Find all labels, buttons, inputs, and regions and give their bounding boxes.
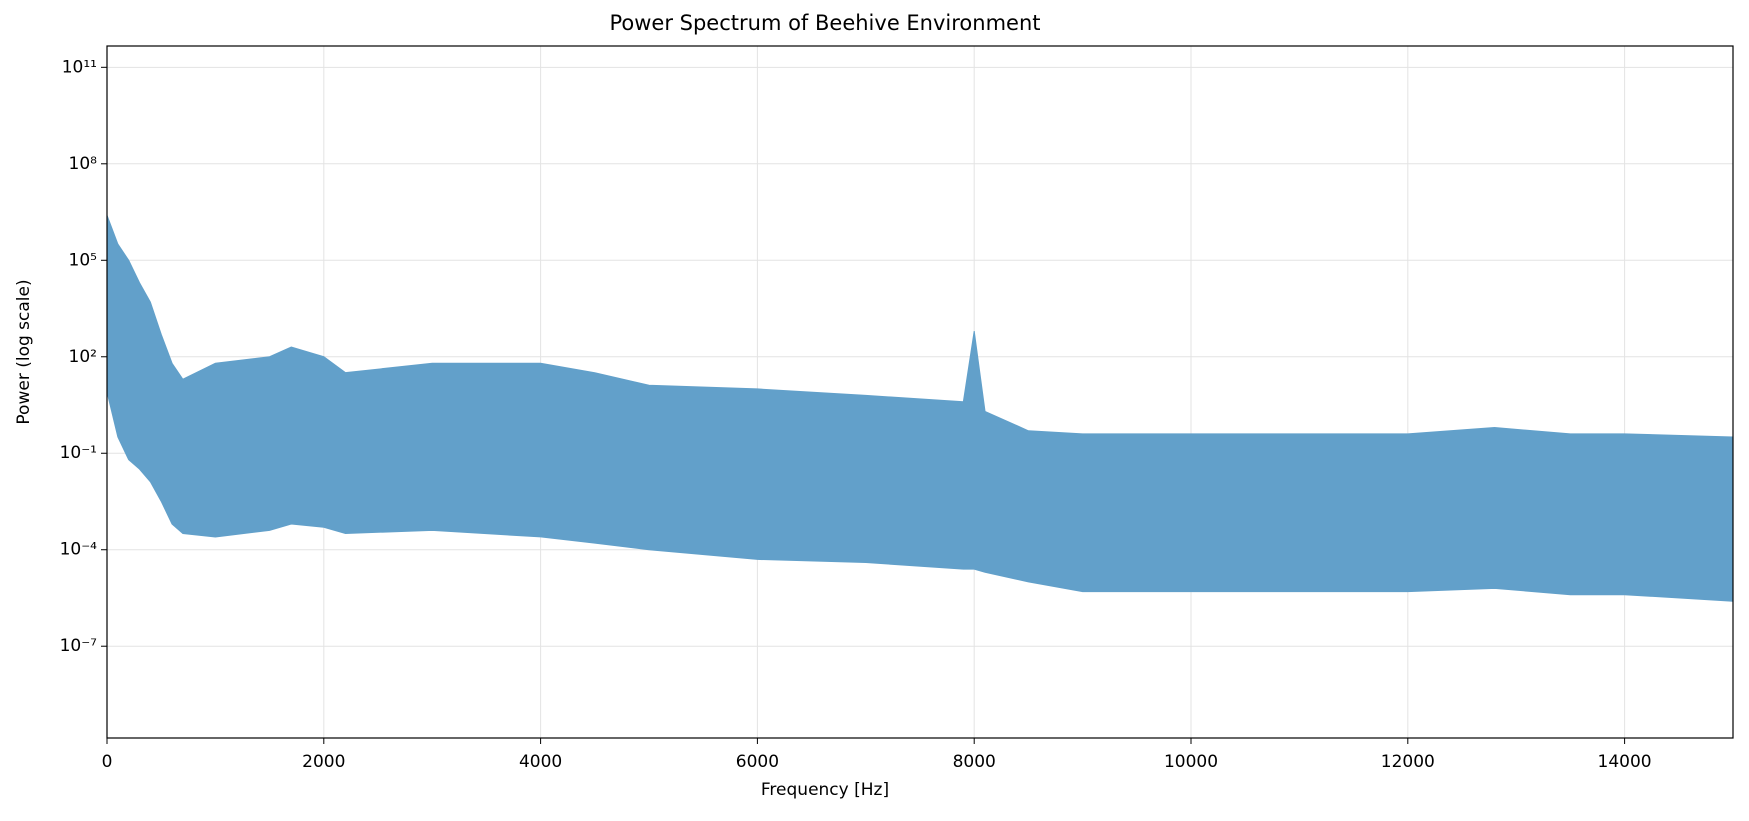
- x-tick-label: 10000: [1164, 752, 1218, 772]
- y-tick-label: 10⁸: [69, 154, 98, 174]
- x-tick-label: 4000: [519, 752, 562, 772]
- band-fill: [107, 215, 1733, 602]
- x-tick-label: 6000: [736, 752, 779, 772]
- y-axis-label: Power (log scale): [14, 279, 34, 424]
- x-tick-label: 0: [102, 752, 113, 772]
- x-tick-label: 8000: [953, 752, 996, 772]
- lower-envelope: [106, 391, 1734, 602]
- x-tick-label: 2000: [302, 752, 345, 772]
- y-tick-label: 10⁻⁷: [60, 636, 98, 656]
- y-tick-label: 10⁵: [69, 250, 97, 270]
- plot-frame: [106, 45, 1734, 739]
- chart-title: Power Spectrum of Beehive Environment: [609, 11, 1040, 35]
- y-tick-label: 10¹¹: [62, 57, 97, 77]
- y-tick-label: 10²: [69, 347, 97, 367]
- x-tick-label: 14000: [1598, 752, 1652, 772]
- y-tick-label: 10⁻¹: [60, 443, 97, 463]
- upper-envelope: [106, 215, 1734, 438]
- x-axis-label: Frequency [Hz]: [761, 780, 889, 800]
- x-tick-label: 12000: [1381, 752, 1435, 772]
- y-tick-label: 10⁻⁴: [60, 540, 98, 560]
